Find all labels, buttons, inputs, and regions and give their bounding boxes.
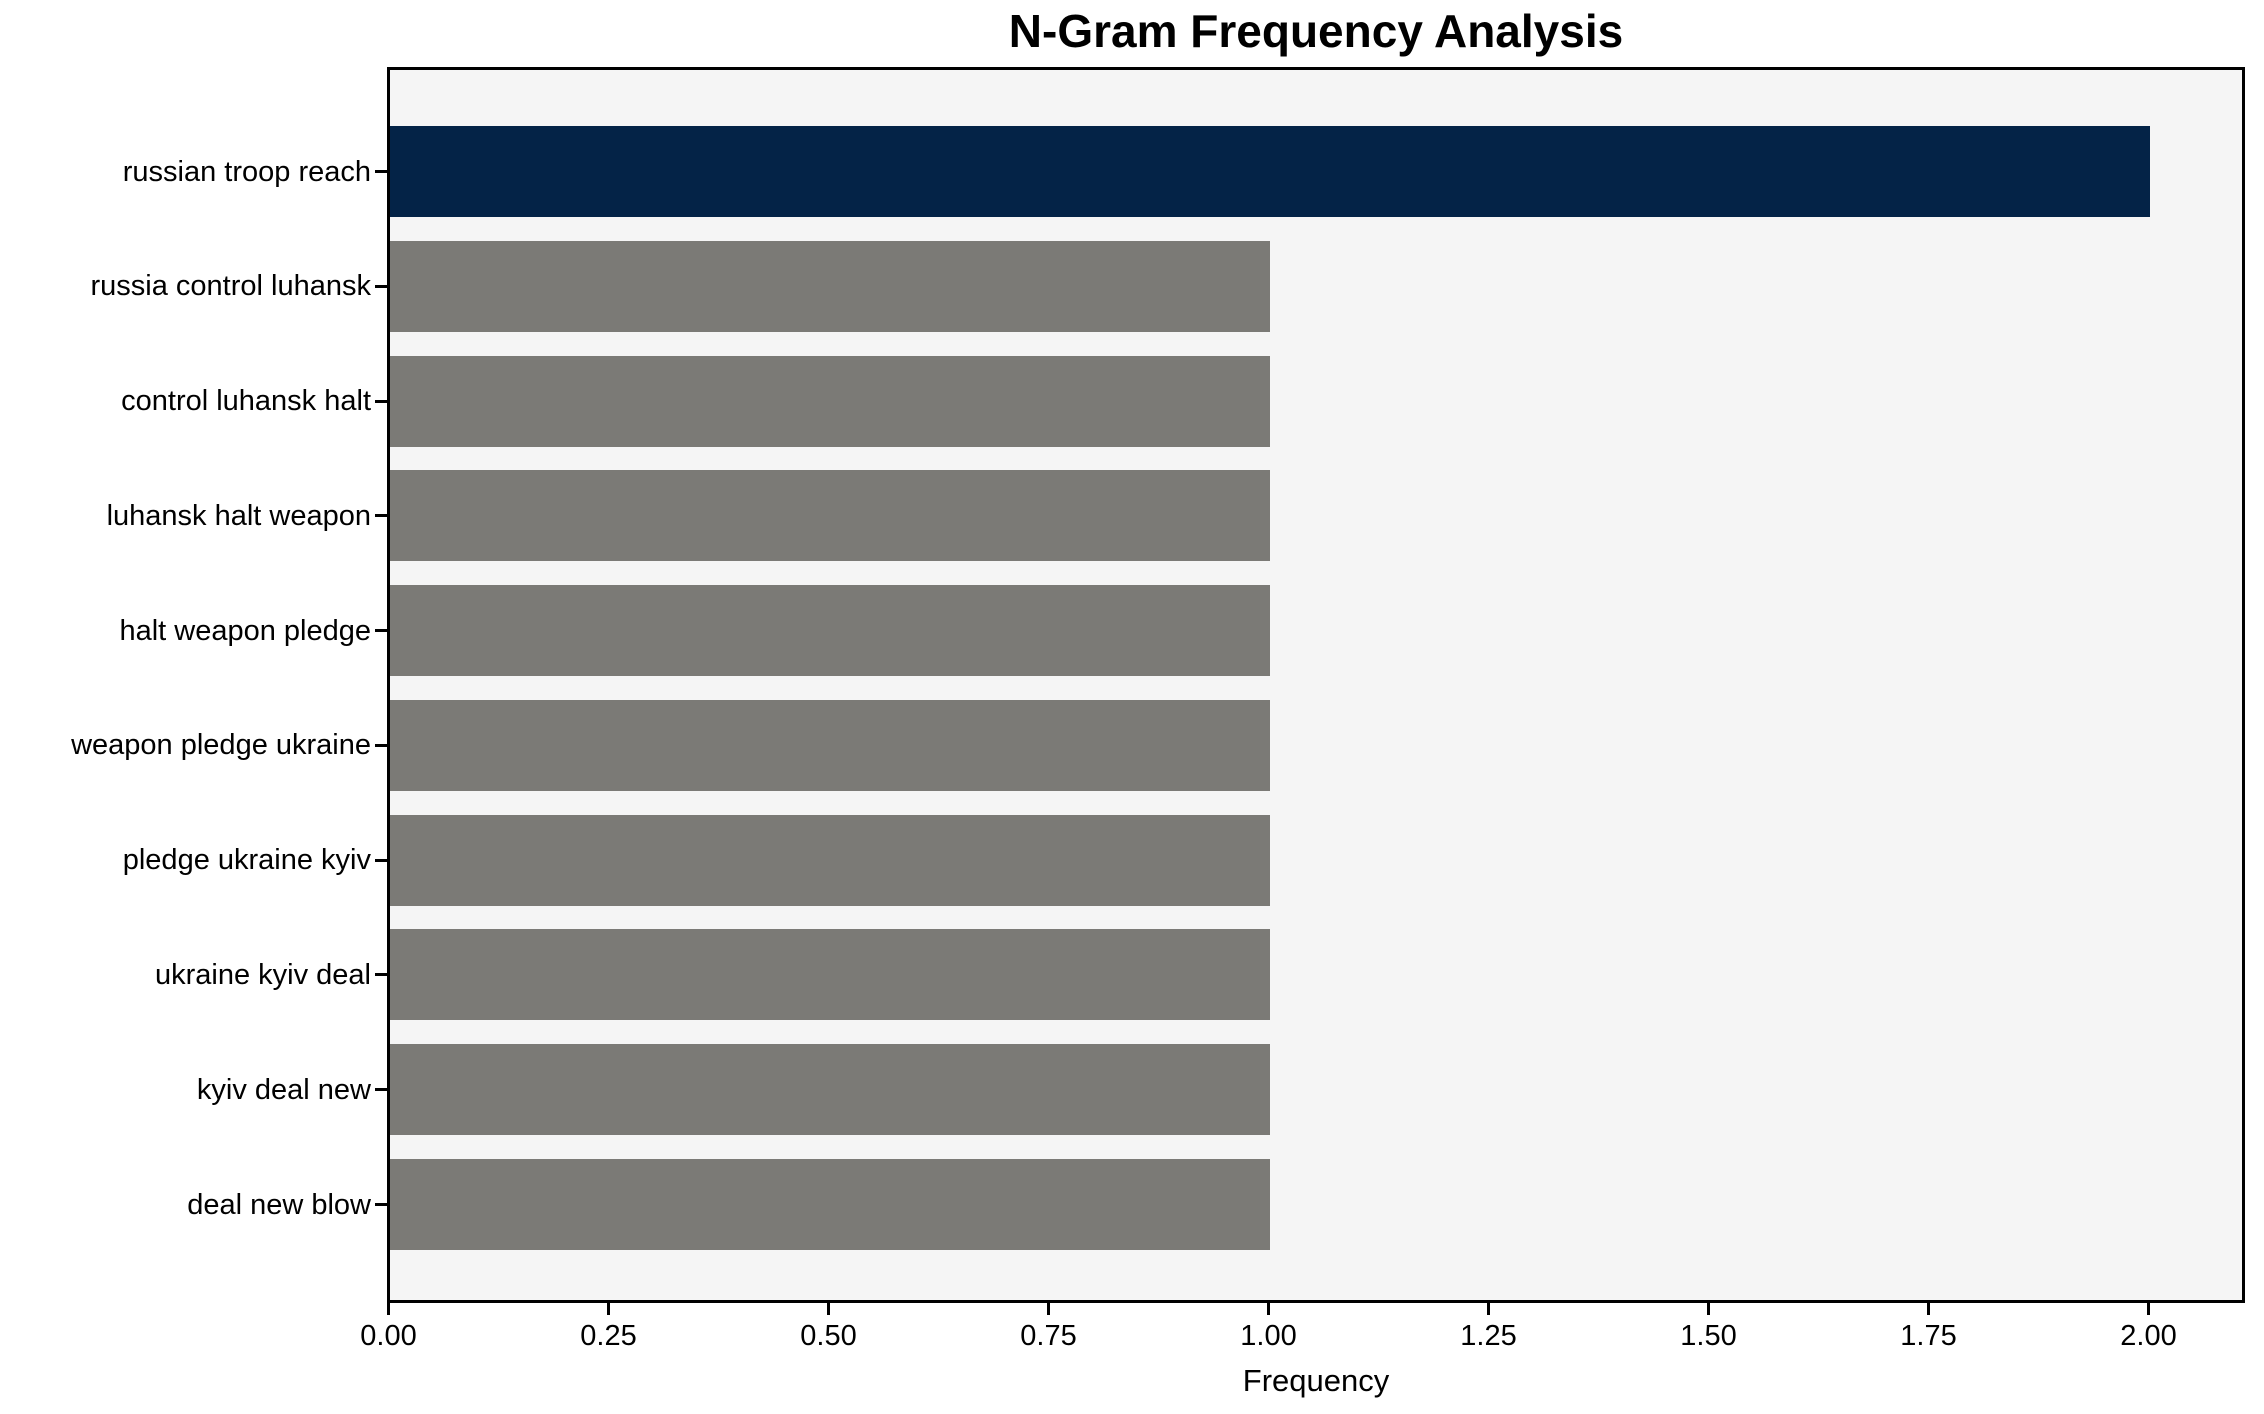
y-tick-mark <box>375 284 387 288</box>
x-tick-label: 1.25 <box>1460 1320 1517 1352</box>
x-tick-label: 0.50 <box>800 1320 857 1352</box>
bar <box>390 1044 1270 1136</box>
y-tick-mark <box>375 514 387 518</box>
y-tick-mark <box>375 973 387 977</box>
x-tick-mark <box>387 1303 390 1315</box>
y-tick-mark <box>375 858 387 862</box>
x-tick-mark <box>1487 1303 1490 1315</box>
x-tick-mark <box>607 1303 610 1315</box>
y-tick-label: deal new blow <box>187 1188 371 1221</box>
plot-area <box>387 67 2245 1303</box>
bar <box>390 814 1270 906</box>
y-tick-label: halt weapon pledge <box>119 614 371 647</box>
y-tick-mark <box>375 1203 387 1206</box>
x-tick-label: 2.00 <box>2120 1320 2177 1352</box>
y-tick-mark <box>375 170 387 173</box>
y-tick-mark <box>375 1088 387 1092</box>
bar <box>390 470 1270 562</box>
x-tick-mark <box>1707 1303 1710 1315</box>
x-tick-mark <box>1047 1303 1050 1315</box>
x-tick-label: 1.50 <box>1680 1320 1737 1352</box>
bar <box>390 1159 1270 1250</box>
x-tick-label: 1.75 <box>1900 1320 1957 1352</box>
x-tick-mark <box>2147 1303 2150 1315</box>
bar <box>390 240 1270 332</box>
y-tick-label: ukraine kyiv deal <box>155 958 371 991</box>
bar <box>390 699 1270 791</box>
x-tick-label: 1.00 <box>1240 1320 1297 1352</box>
y-tick-label: weapon pledge ukraine <box>71 729 371 762</box>
bar <box>390 126 2150 217</box>
y-tick-mark <box>375 743 387 747</box>
bar <box>390 585 1270 677</box>
y-tick-label: control luhansk halt <box>121 385 371 418</box>
y-tick-label: kyiv deal new <box>196 1073 371 1106</box>
bar <box>390 929 1270 1021</box>
chart-title: N-Gram Frequency Analysis <box>1008 5 1624 57</box>
x-axis-title: Frequency <box>1242 1363 1390 1398</box>
x-tick-mark <box>1927 1303 1930 1315</box>
y-tick-mark <box>375 629 387 633</box>
y-tick-label: pledge ukraine kyiv <box>122 844 371 877</box>
y-tick-label: luhansk halt weapon <box>106 499 371 532</box>
x-tick-label: 0.75 <box>1020 1320 1077 1352</box>
y-tick-label: russia control luhansk <box>90 270 371 303</box>
y-tick-mark <box>375 399 387 403</box>
bar <box>390 355 1270 447</box>
x-tick-mark <box>1267 1303 1270 1315</box>
x-tick-label: 0.25 <box>580 1320 637 1352</box>
x-tick-mark <box>827 1303 830 1315</box>
x-tick-label: 0.00 <box>360 1320 417 1352</box>
y-tick-label: russian troop reach <box>122 155 371 188</box>
